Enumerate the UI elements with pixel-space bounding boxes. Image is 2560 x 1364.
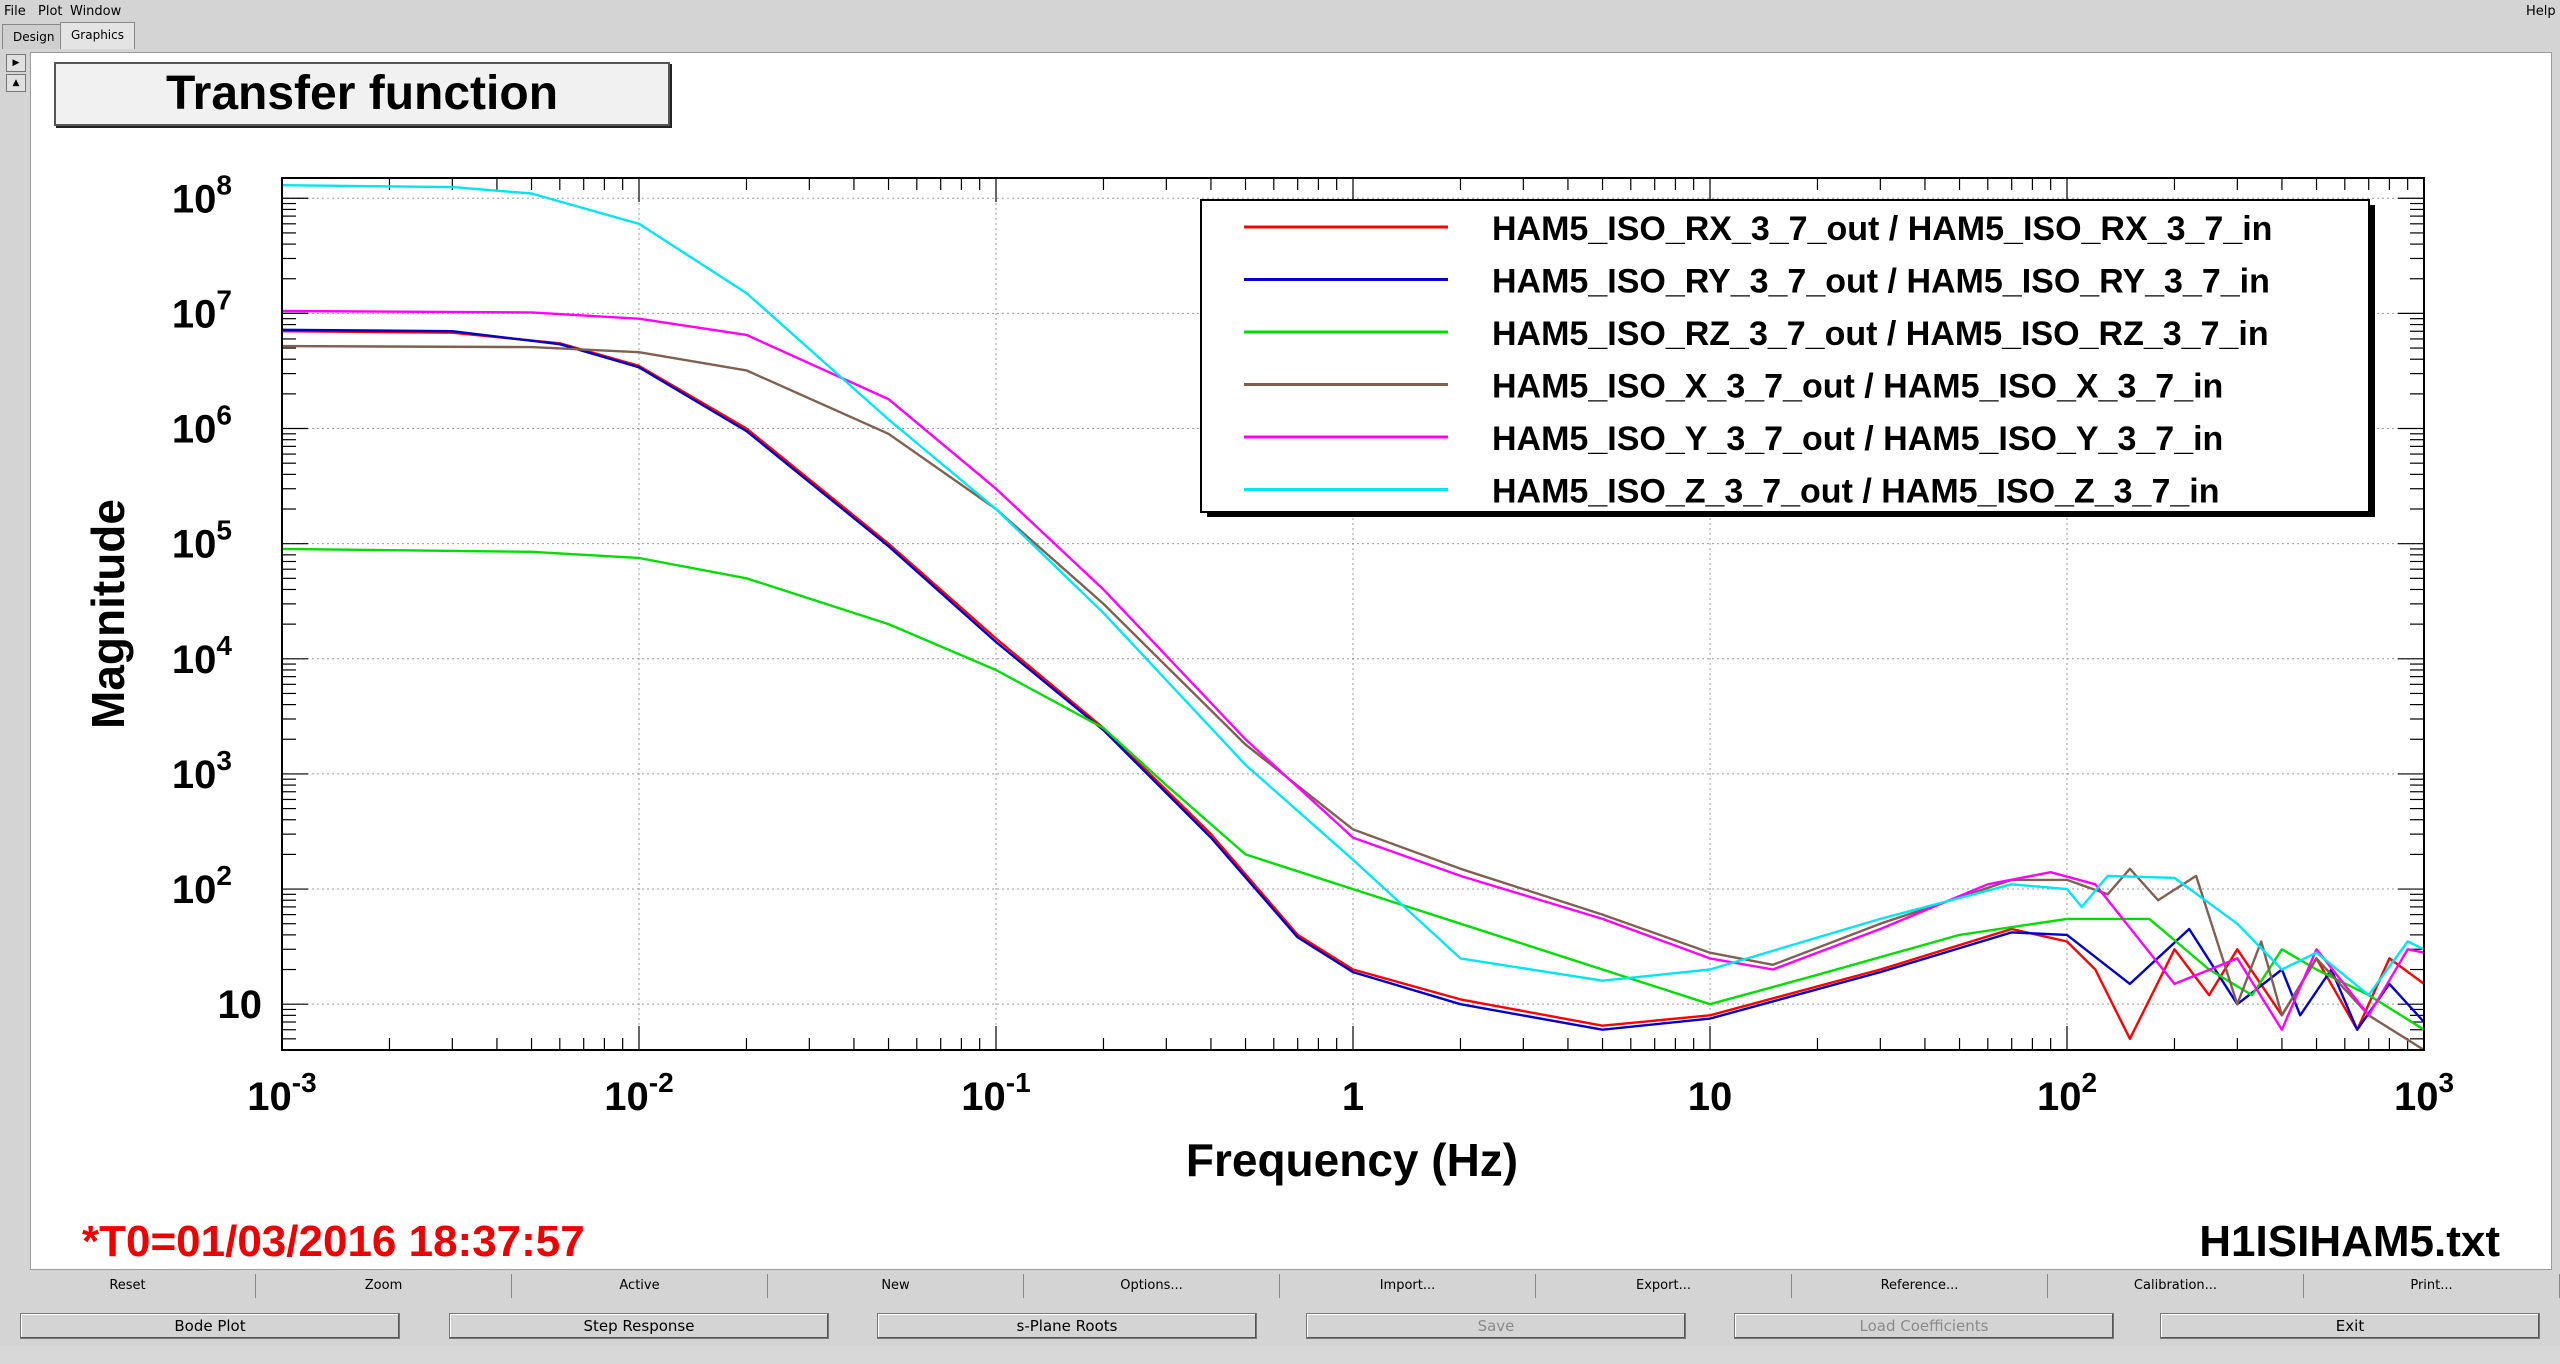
collapse-arrow-icon[interactable]: ▲ (6, 74, 26, 92)
y-tick-label: 106 (172, 400, 232, 452)
legend-entry-3: HAM5_ISO_X_3_7_out / HAM5_ISO_X_3_7_in (1492, 368, 2223, 406)
menu-bar: File Plot Window Help (0, 0, 2560, 22)
panel-scroll-arrows: ▶ ▲ (6, 54, 26, 94)
y-tick-label: 103 (172, 745, 232, 797)
x-tick-label: 1 (1342, 1075, 1364, 1119)
status-bar (0, 1346, 2560, 1364)
step-response-button[interactable]: Step Response (449, 1313, 829, 1339)
x-tick-label: 10-3 (247, 1067, 316, 1119)
y-tick-label: 105 (172, 515, 232, 567)
legend-entry-4: HAM5_ISO_Y_3_7_out / HAM5_ISO_Y_3_7_in (1492, 420, 2223, 458)
series-line-4 (281, 309, 2425, 1031)
x-tick-label: 102 (2037, 1067, 2097, 1119)
series-line-2 (281, 547, 2425, 1031)
toolbar-button-calibration[interactable]: Calibration... (2048, 1274, 2304, 1298)
tab-design[interactable]: Design (2, 24, 66, 49)
series-line-5 (281, 184, 2425, 997)
x-tick-label: 10 (1688, 1075, 1733, 1119)
legend-entry-1: HAM5_ISO_RY_3_7_out / HAM5_ISO_RY_3_7_in (1492, 263, 2270, 301)
y-tick-label: 10 (218, 983, 263, 1027)
x-tick-label: 10-2 (604, 1067, 673, 1119)
axis-ticks (281, 178, 2424, 1051)
series-line-0 (281, 330, 2425, 1040)
save-button[interactable]: Save (1306, 1313, 1686, 1339)
y-tick-label: 104 (172, 630, 233, 682)
toolbar-button-options[interactable]: Options... (1024, 1274, 1280, 1298)
legend-entry-5: HAM5_ISO_Z_3_7_out / HAM5_ISO_Z_3_7_in (1492, 473, 2220, 511)
series-line-1 (281, 328, 2425, 1031)
bode-plot-button[interactable]: Bode Plot (20, 1313, 400, 1339)
toolbar-button-export[interactable]: Export... (1536, 1274, 1792, 1298)
menu-window[interactable]: Window (70, 4, 122, 19)
plot-title: Transfer function (54, 62, 670, 126)
timestamp-label: *T0=01/03/2016 18:37:57 (82, 1217, 585, 1266)
toolbar-button-active[interactable]: Active (512, 1274, 768, 1298)
toolbar-button-new[interactable]: New (768, 1274, 1024, 1298)
filename-label: H1ISIHAM5.txt (2199, 1217, 2500, 1266)
s-plane-roots-button[interactable]: s-Plane Roots (877, 1313, 1257, 1339)
series-curves (281, 184, 2425, 1052)
menu-plot[interactable]: Plot (38, 4, 63, 19)
toolbar-button-import[interactable]: Import... (1280, 1274, 1536, 1298)
exit-button[interactable]: Exit (2160, 1313, 2540, 1339)
legend: HAM5_ISO_RX_3_7_out / HAM5_ISO_RX_3_7_in… (1200, 199, 2375, 517)
tab-graphics[interactable]: Graphics (60, 22, 135, 49)
legend-entry-0: HAM5_ISO_RX_3_7_out / HAM5_ISO_RX_3_7_in (1492, 210, 2272, 248)
x-tick-label: 103 (2394, 1067, 2454, 1119)
legend-box (1200, 199, 2370, 513)
y-tick-label: 107 (172, 284, 232, 336)
action-toolbar: Bode Plot Step Response s-Plane Roots Save L… (0, 1310, 2560, 1344)
load-coefficients-button[interactable]: Load Coefficients (1734, 1313, 2114, 1339)
expand-arrow-icon[interactable]: ▶ (6, 54, 26, 72)
y-tick-label: 102 (172, 860, 232, 912)
tick-labels: 10-3 10-2 10-1 1 10 102 103 10 102 103 104 105 106 10… (172, 169, 2454, 1119)
series-line-3 (281, 344, 2425, 1052)
menu-file[interactable]: File (4, 4, 26, 19)
legend-entry-2: HAM5_ISO_RZ_3_7_out / HAM5_ISO_RZ_3_7_in (1492, 315, 2269, 353)
tab-bar: Design Graphics (0, 22, 2560, 50)
toolbar-button-print[interactable]: Print... (2304, 1274, 2560, 1298)
y-tick-label: 108 (172, 169, 232, 221)
menu-help[interactable]: Help (2526, 4, 2556, 19)
toolbar-button-zoom[interactable]: Zoom (256, 1274, 512, 1298)
toolbar-button-reset[interactable]: Reset (0, 1274, 256, 1298)
plot-frame (281, 177, 2425, 1051)
plot-toolbar: Reset Zoom Active New Options... Import... Exp… (0, 1272, 2560, 1302)
toolbar-button-reference[interactable]: Reference... (1792, 1274, 2048, 1298)
x-axis-label: Frequency (Hz) (1186, 1134, 1518, 1186)
y-axis-label: Magnitude (82, 499, 134, 729)
x-tick-label: 10-1 (961, 1067, 1030, 1119)
